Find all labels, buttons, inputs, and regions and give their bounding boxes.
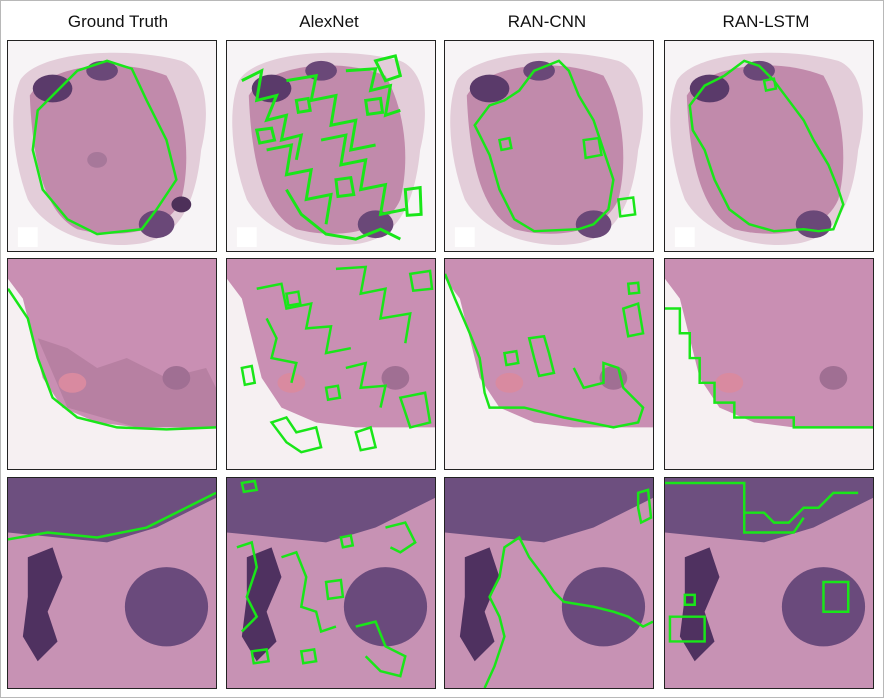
panel-row2-ran-lstm — [664, 258, 874, 470]
tissue-patch-image — [8, 478, 216, 688]
alexnet-contours — [240, 265, 434, 454]
column-title-ground-truth: Ground Truth — [67, 12, 169, 31]
tissue-patch-image — [8, 259, 216, 469]
tissue-patch-image — [445, 478, 653, 688]
panel-row1-ground-truth — [7, 40, 217, 252]
ran-cnn-contour — [473, 59, 637, 233]
ground-truth-contour — [31, 59, 178, 236]
panel-row3-ground-truth — [7, 477, 217, 689]
panel-row2-ground-truth — [7, 258, 217, 470]
ran-lstm-contour — [665, 307, 873, 429]
panel-row3-ran-lstm — [664, 477, 874, 689]
column-title-alexnet: AlexNet — [299, 12, 359, 31]
wsi-thumbnail-image — [445, 41, 653, 251]
tissue-patch-image — [227, 259, 435, 469]
panel-row3-alexnet — [226, 477, 436, 689]
ground-truth-contour — [8, 491, 216, 541]
alexnet-contours — [241, 54, 423, 241]
column-title-ran-lstm: RAN-LSTM — [722, 12, 810, 31]
panel-row1-alexnet — [226, 40, 436, 252]
ran-lstm-contour — [665, 481, 859, 643]
tissue-patch-image — [665, 478, 873, 688]
ran-cnn-contour — [483, 488, 653, 688]
wsi-thumbnail-image — [8, 41, 216, 251]
panel-row2-ran-cnn — [444, 258, 654, 470]
tissue-patch-image — [227, 478, 435, 688]
panel-row2-alexnet — [226, 258, 436, 470]
tissue-patch-image — [665, 259, 873, 469]
column-title-ran-cnn: RAN-CNN — [507, 12, 587, 31]
ran-lstm-contour — [688, 59, 845, 233]
ran-cnn-contour — [445, 273, 645, 429]
tissue-patch-image — [445, 259, 653, 469]
wsi-thumbnail-image — [665, 41, 873, 251]
panel-row1-ran-lstm — [664, 40, 874, 252]
alexnet-contours — [236, 479, 417, 678]
panel-row3-ran-cnn — [444, 477, 654, 689]
wsi-thumbnail-image — [227, 41, 435, 251]
ground-truth-contour — [8, 288, 216, 431]
panel-row1-ran-cnn — [444, 40, 654, 252]
